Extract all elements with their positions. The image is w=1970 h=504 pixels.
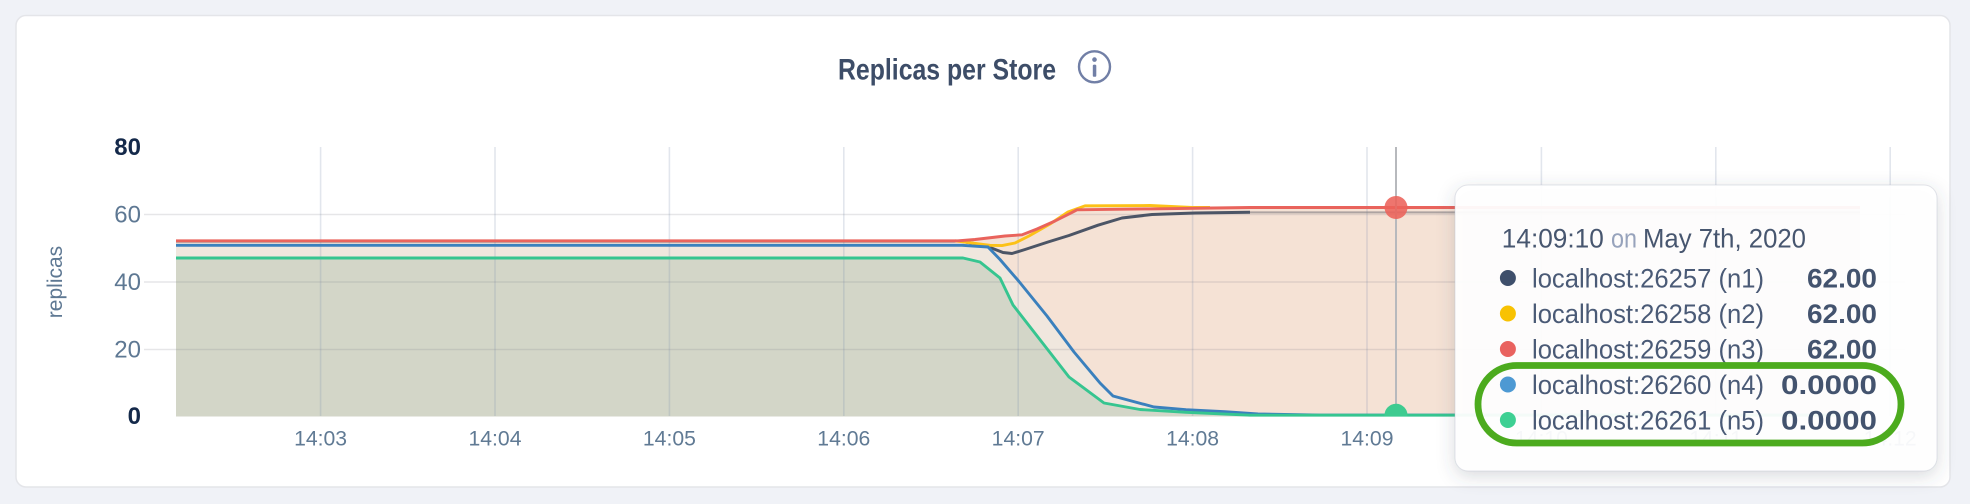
svg-text:62.00: 62.00 [1807, 264, 1877, 294]
svg-text:14:07: 14:07 [992, 428, 1045, 451]
svg-text:80: 80 [114, 134, 141, 161]
svg-text:20: 20 [114, 337, 141, 364]
svg-text:14:04: 14:04 [469, 428, 522, 451]
svg-text:localhost:26261 (n5): localhost:26261 (n5) [1532, 406, 1764, 436]
svg-text:0: 0 [128, 403, 141, 430]
svg-text:0.0000: 0.0000 [1781, 370, 1877, 400]
svg-text:Replicas per Store: Replicas per Store [838, 54, 1056, 87]
svg-text:14:09: 14:09 [1341, 428, 1394, 451]
svg-text:May 7th, 2020: May 7th, 2020 [1643, 223, 1806, 253]
svg-text:60: 60 [114, 202, 141, 229]
svg-text:40: 40 [114, 269, 141, 296]
svg-text:14:05: 14:05 [643, 428, 696, 451]
svg-text:localhost:26259 (n3): localhost:26259 (n3) [1532, 335, 1764, 365]
svg-text:localhost:26257 (n1): localhost:26257 (n1) [1532, 264, 1764, 294]
svg-text:localhost:26258 (n2): localhost:26258 (n2) [1532, 299, 1764, 329]
svg-text:14:03: 14:03 [294, 428, 347, 451]
svg-text:62.00: 62.00 [1807, 335, 1877, 365]
svg-text:0.0000: 0.0000 [1781, 406, 1877, 436]
svg-text:14:08: 14:08 [1166, 428, 1219, 451]
svg-text:14:09:10: 14:09:10 [1502, 223, 1604, 253]
svg-text:on: on [1611, 223, 1637, 253]
svg-text:14:06: 14:06 [817, 428, 870, 451]
svg-text:replicas: replicas [44, 246, 67, 318]
svg-text:localhost:26260 (n4): localhost:26260 (n4) [1532, 370, 1764, 400]
svg-text:62.00: 62.00 [1807, 299, 1877, 329]
